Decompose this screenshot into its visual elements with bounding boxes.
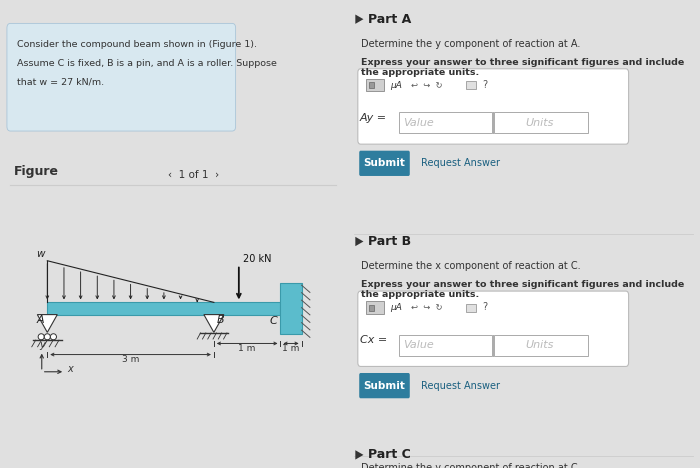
Text: B: B bbox=[216, 315, 224, 325]
Text: Part B: Part B bbox=[368, 235, 411, 248]
Text: 20 kN: 20 kN bbox=[244, 255, 272, 264]
Text: ‹  1 of 1  ›: ‹ 1 of 1 › bbox=[169, 170, 220, 180]
Circle shape bbox=[38, 334, 44, 340]
FancyBboxPatch shape bbox=[48, 302, 281, 314]
FancyBboxPatch shape bbox=[359, 151, 410, 176]
Polygon shape bbox=[37, 314, 57, 332]
Text: Ay =: Ay = bbox=[360, 113, 387, 123]
FancyBboxPatch shape bbox=[369, 305, 375, 311]
FancyBboxPatch shape bbox=[366, 79, 384, 91]
FancyBboxPatch shape bbox=[494, 112, 588, 133]
Text: Part C: Part C bbox=[368, 448, 410, 461]
FancyBboxPatch shape bbox=[7, 23, 236, 131]
Text: μA: μA bbox=[390, 80, 402, 90]
FancyBboxPatch shape bbox=[358, 291, 629, 366]
Text: ?: ? bbox=[482, 80, 487, 90]
Polygon shape bbox=[356, 15, 363, 24]
Text: Value: Value bbox=[403, 118, 434, 128]
FancyBboxPatch shape bbox=[369, 82, 375, 88]
Text: Determine the x component of reaction at C.: Determine the x component of reaction at… bbox=[360, 261, 580, 271]
Text: Part A: Part A bbox=[368, 13, 411, 26]
Text: Express your answer to three significant figures and include the appropriate uni: Express your answer to three significant… bbox=[360, 58, 684, 77]
Text: ↩  ↪  ↻: ↩ ↪ ↻ bbox=[411, 80, 442, 90]
Text: Assume C is fixed, B is a pin, and A is a roller. Suppose: Assume C is fixed, B is a pin, and A is … bbox=[18, 58, 277, 67]
Text: Consider the compound beam shown in (Figure 1).: Consider the compound beam shown in (Fig… bbox=[18, 40, 258, 49]
FancyBboxPatch shape bbox=[359, 373, 410, 398]
FancyBboxPatch shape bbox=[466, 304, 476, 312]
Text: Determine the y component of reaction at C.: Determine the y component of reaction at… bbox=[360, 463, 580, 468]
Text: C: C bbox=[270, 316, 277, 326]
Text: 1 m: 1 m bbox=[282, 344, 300, 353]
Text: Cx =: Cx = bbox=[360, 335, 387, 345]
Text: Submit: Submit bbox=[363, 158, 405, 168]
Text: μA: μA bbox=[390, 303, 402, 312]
Text: Figure: Figure bbox=[14, 166, 59, 178]
Text: Units: Units bbox=[525, 118, 554, 128]
Circle shape bbox=[44, 334, 50, 340]
Circle shape bbox=[50, 334, 57, 340]
FancyBboxPatch shape bbox=[358, 69, 629, 144]
Polygon shape bbox=[356, 237, 363, 246]
Polygon shape bbox=[204, 314, 224, 332]
Text: ↩  ↪  ↻: ↩ ↪ ↻ bbox=[411, 303, 442, 312]
Text: Determine the y component of reaction at A.: Determine the y component of reaction at… bbox=[360, 39, 580, 49]
Text: 1 m: 1 m bbox=[239, 344, 256, 353]
Text: Submit: Submit bbox=[363, 380, 405, 391]
Text: Express your answer to three significant figures and include the appropriate uni: Express your answer to three significant… bbox=[360, 280, 684, 299]
Text: that w = 27 kN/m.: that w = 27 kN/m. bbox=[18, 77, 104, 86]
FancyBboxPatch shape bbox=[281, 283, 302, 334]
Text: A: A bbox=[36, 315, 44, 325]
Text: ?: ? bbox=[482, 302, 487, 313]
Text: Units: Units bbox=[525, 340, 554, 351]
Text: Request Answer: Request Answer bbox=[421, 380, 500, 391]
Text: y: y bbox=[39, 340, 45, 351]
Text: Request Answer: Request Answer bbox=[421, 158, 500, 168]
Text: x: x bbox=[67, 364, 73, 374]
FancyBboxPatch shape bbox=[466, 81, 476, 89]
Polygon shape bbox=[356, 450, 363, 460]
FancyBboxPatch shape bbox=[494, 335, 588, 356]
FancyBboxPatch shape bbox=[399, 112, 493, 133]
Text: w: w bbox=[36, 249, 45, 259]
Text: Value: Value bbox=[403, 340, 434, 351]
FancyBboxPatch shape bbox=[399, 335, 493, 356]
FancyBboxPatch shape bbox=[366, 301, 384, 314]
Text: 3 m: 3 m bbox=[122, 355, 139, 364]
